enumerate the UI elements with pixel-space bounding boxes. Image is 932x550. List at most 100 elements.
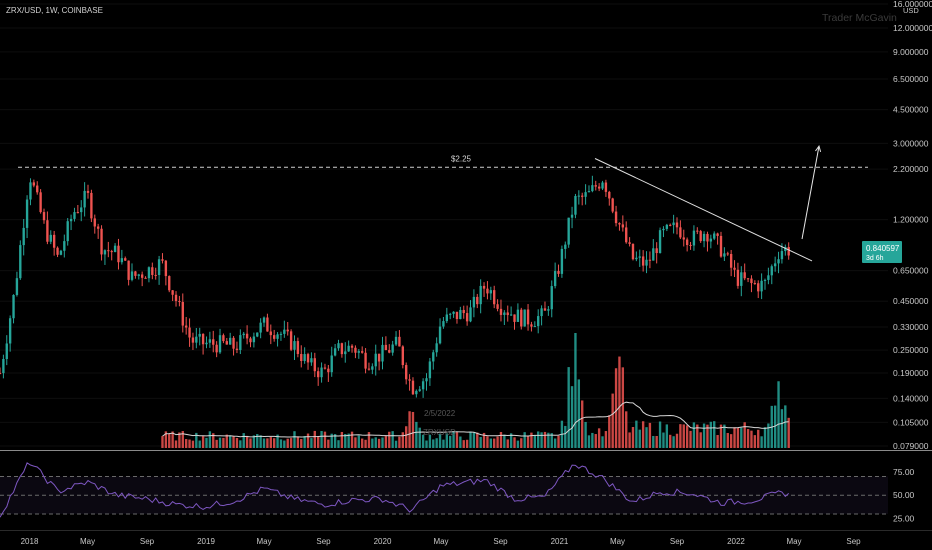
hover-date-label: 2/5/2022 xyxy=(424,409,456,418)
candle-body xyxy=(252,336,256,343)
candle-body xyxy=(286,329,289,332)
volume-bar xyxy=(388,431,391,448)
candle-body xyxy=(188,327,191,338)
volume-bar xyxy=(425,440,428,448)
price-axis[interactable]: 16.000000 12.000000 9.000000 6.500000 4.5000… xyxy=(893,0,932,451)
rsi-tick-label: 50.00 xyxy=(893,490,915,500)
volume-bar xyxy=(503,434,506,448)
candle-body xyxy=(706,233,709,242)
candle-body xyxy=(86,190,90,193)
price-tick-label: 0.450000 xyxy=(893,296,929,306)
rsi-axis[interactable]: 75.00 50.00 25.00 xyxy=(893,467,915,524)
volume-bar xyxy=(513,437,516,448)
volume-bar xyxy=(391,431,394,448)
time-axis[interactable]: 2018 May Sep 2019 May Sep 2020 May Sep 2021 May Sep… xyxy=(0,530,932,547)
descending-trendline[interactable] xyxy=(594,158,813,262)
volume-bar xyxy=(476,432,479,448)
candlesticks[interactable] xyxy=(0,175,790,398)
time-tick-label: 2022 xyxy=(727,537,745,546)
candle-body xyxy=(608,191,611,199)
price-tick-label: 16.000000 xyxy=(893,0,932,9)
volume-bar xyxy=(499,431,503,448)
candle-body xyxy=(110,251,113,253)
volume-bar xyxy=(239,440,242,448)
candle-body xyxy=(557,271,560,274)
candle-body xyxy=(344,351,347,355)
candle-body xyxy=(178,301,181,303)
volume-bar xyxy=(283,440,286,448)
volume-bar xyxy=(408,411,411,448)
countdown-label: 3d 6h xyxy=(866,255,884,262)
volume-bar xyxy=(367,432,371,448)
candle-body xyxy=(391,344,394,353)
candle-body xyxy=(313,358,316,372)
volume-bar xyxy=(171,431,174,448)
candle-body xyxy=(151,267,154,275)
volume-bar xyxy=(228,435,232,448)
candle-body xyxy=(56,247,59,255)
candle-body xyxy=(22,227,25,246)
candle-body xyxy=(550,286,553,310)
volume-bar xyxy=(289,438,293,448)
candle-body xyxy=(283,329,286,334)
candle-body xyxy=(327,368,330,373)
candle-body xyxy=(80,207,83,213)
volume-bar xyxy=(340,431,344,448)
volume-bar xyxy=(303,436,306,448)
currency-label: USD xyxy=(903,6,919,15)
candle-body xyxy=(767,275,770,280)
candle-body xyxy=(513,314,516,322)
volume-bar xyxy=(787,417,790,448)
volume-bar xyxy=(597,428,601,448)
volume-bar xyxy=(726,432,729,448)
volume-bar xyxy=(323,431,327,448)
candle-body xyxy=(127,260,130,280)
candle-body xyxy=(377,353,381,362)
candle-body xyxy=(300,353,303,361)
volume-bar xyxy=(635,420,638,448)
volume-bar xyxy=(672,436,675,448)
candle-body xyxy=(242,333,245,336)
candle-body xyxy=(425,378,428,382)
volume-bar xyxy=(777,381,780,448)
candle-body xyxy=(144,277,147,279)
volume-bar xyxy=(716,435,719,448)
volume-bar xyxy=(317,436,320,448)
volume-bar xyxy=(604,431,608,448)
candle-body xyxy=(635,257,638,260)
candle-body xyxy=(59,250,63,255)
volume-bar xyxy=(377,438,381,448)
volume-bar xyxy=(435,438,438,448)
volume-bar xyxy=(469,431,472,448)
candle-body xyxy=(679,227,682,238)
candle-body xyxy=(394,336,398,345)
candle-body xyxy=(411,380,415,395)
volume-bar xyxy=(706,424,709,448)
volume-bar xyxy=(740,427,743,448)
candle-body xyxy=(405,365,408,380)
candle-body xyxy=(266,317,269,332)
volume-bar xyxy=(381,437,384,448)
volume-bar xyxy=(452,431,455,448)
volume-bar xyxy=(543,431,547,448)
candle-body xyxy=(205,342,208,345)
candle-body xyxy=(320,367,323,378)
time-tick-label: May xyxy=(610,537,625,546)
volume-bar xyxy=(547,432,550,448)
candle-body xyxy=(672,222,675,226)
candle-body xyxy=(648,259,652,261)
volume-bar xyxy=(415,421,418,448)
candle-body xyxy=(42,212,46,221)
volume-bar xyxy=(459,436,462,448)
projection-arrow[interactable] xyxy=(801,145,822,240)
volume-bar xyxy=(669,434,672,448)
candle-body xyxy=(435,343,438,353)
volume-bar xyxy=(235,438,239,448)
volume-bar xyxy=(526,436,530,448)
candle-body xyxy=(371,366,374,370)
volume-bar xyxy=(361,438,364,448)
candle-body xyxy=(303,354,306,361)
candle-body xyxy=(628,242,631,244)
candle-body xyxy=(787,247,790,256)
